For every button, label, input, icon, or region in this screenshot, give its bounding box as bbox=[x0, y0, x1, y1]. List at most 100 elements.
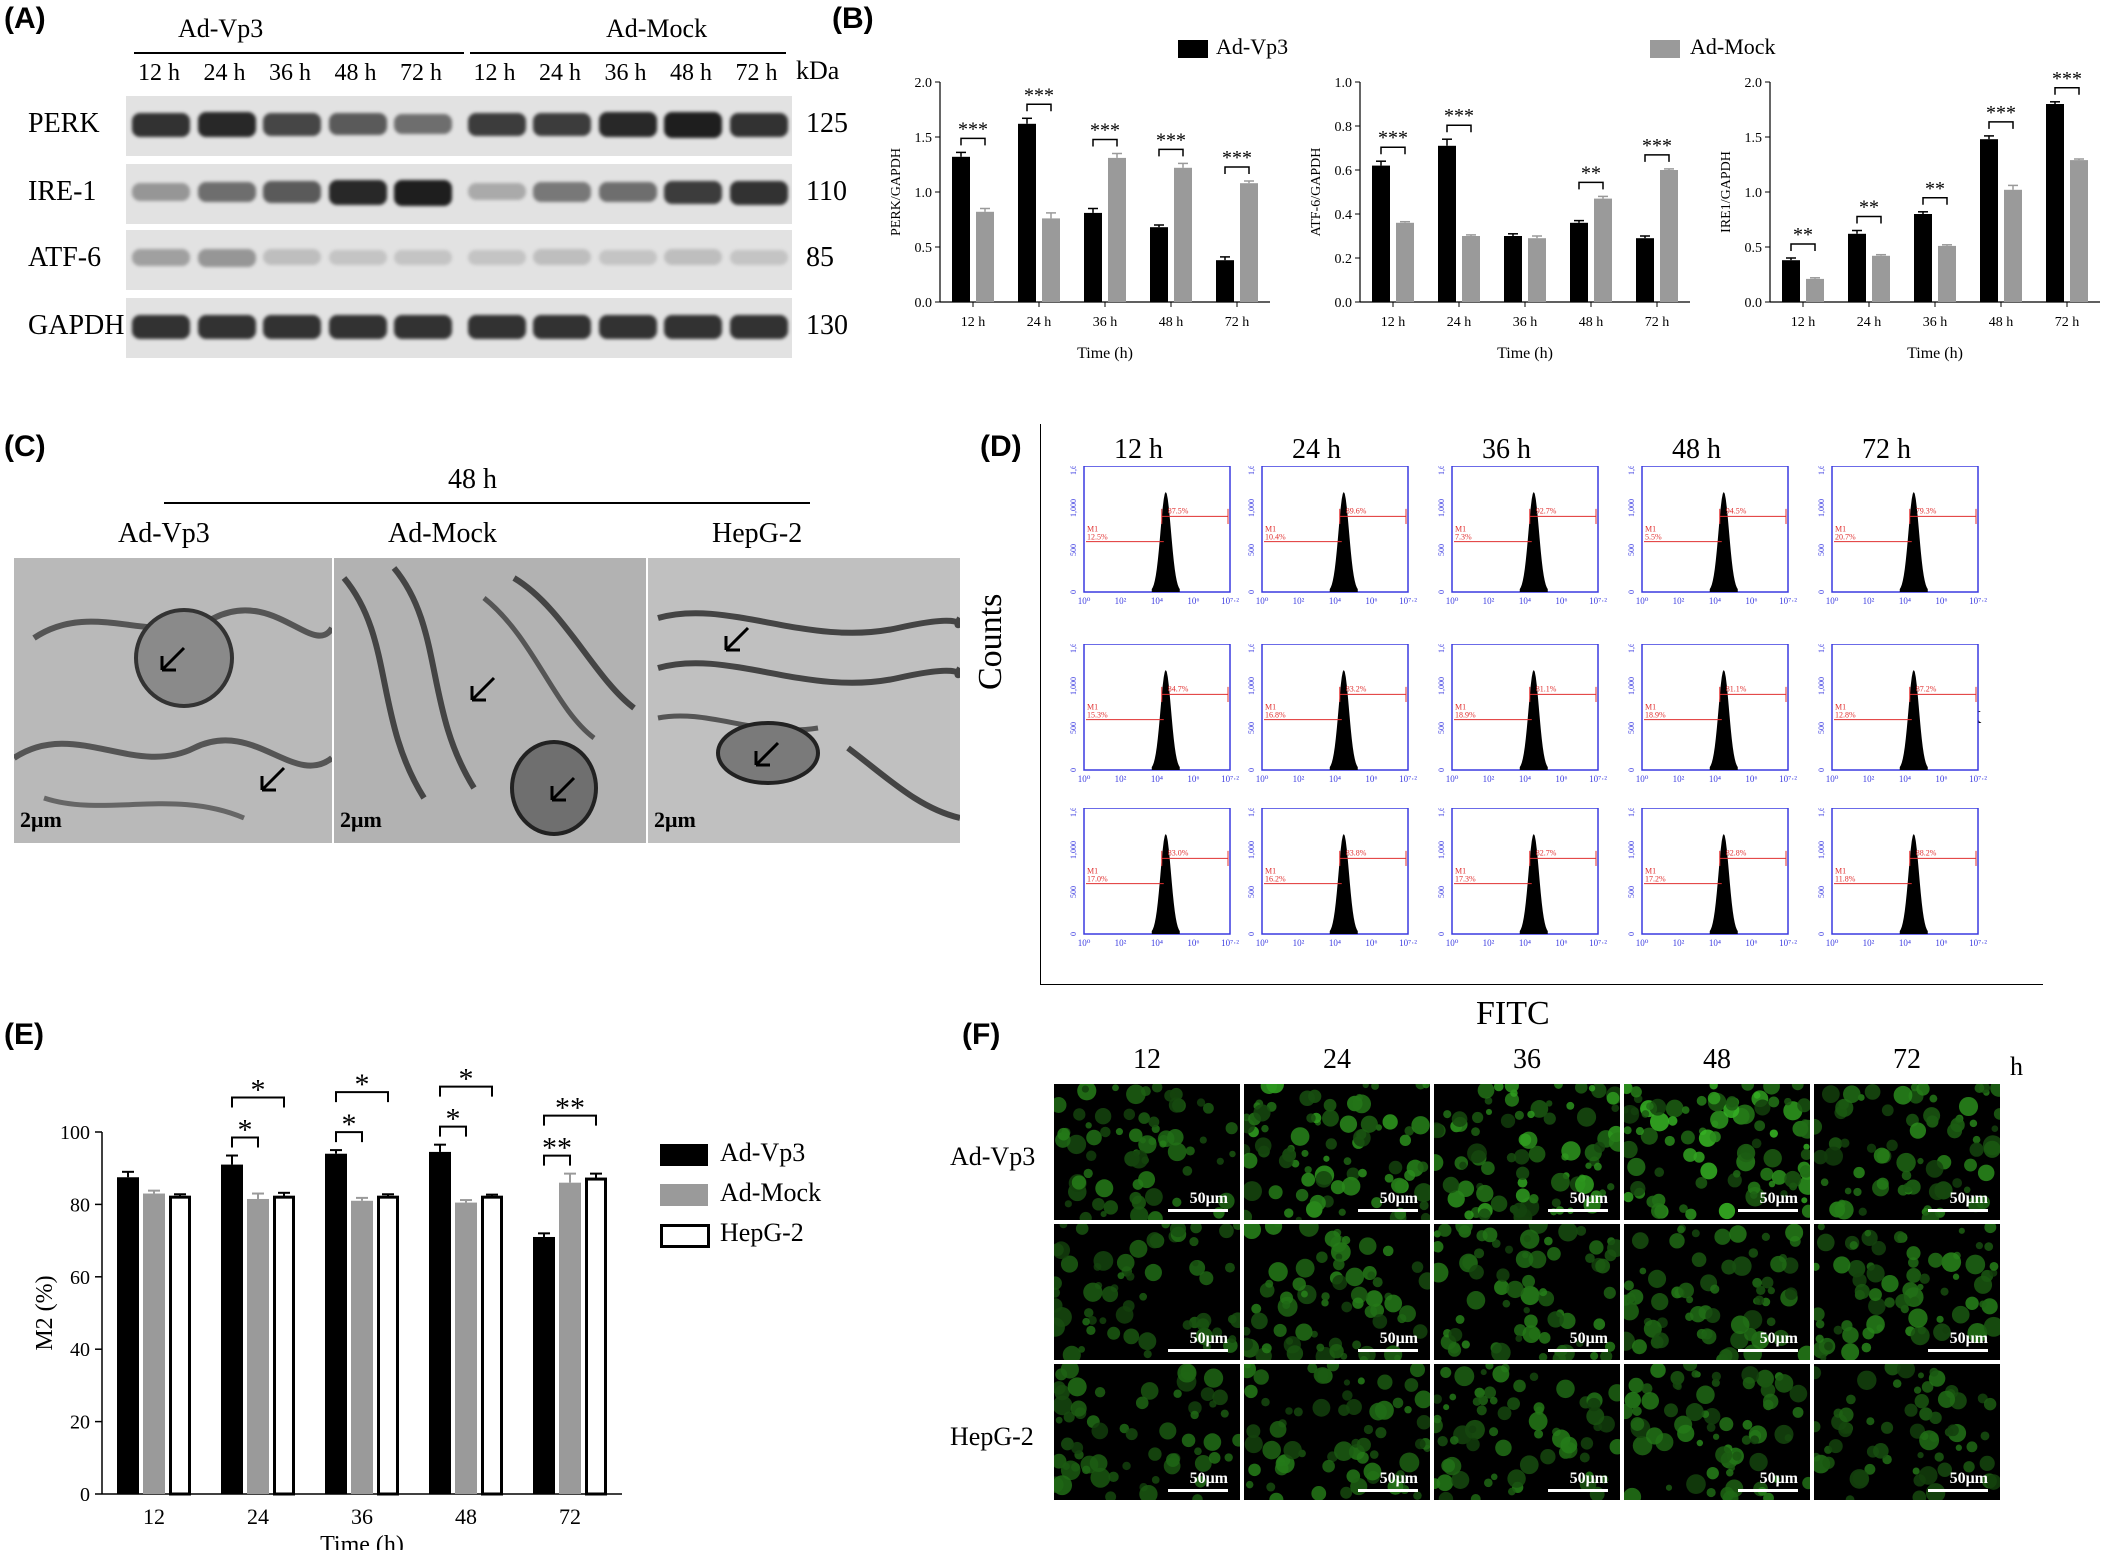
fl-cell bbox=[1253, 1104, 1271, 1122]
fl-cell bbox=[1853, 1187, 1862, 1197]
fl-cell bbox=[1515, 1250, 1534, 1269]
fl-cell bbox=[1593, 1162, 1602, 1171]
fl-cell bbox=[1820, 1354, 1827, 1360]
flow-x-tick: 10⁷·² bbox=[1589, 938, 1607, 948]
fl-scale-line bbox=[1738, 1489, 1798, 1492]
wb-band bbox=[132, 248, 190, 267]
flow-x-tick: 10⁴ bbox=[1899, 774, 1911, 784]
fl-cell bbox=[1126, 1084, 1146, 1105]
legend-e-swatch-mock bbox=[660, 1184, 708, 1206]
gate-m2-value: 94.5% bbox=[1726, 506, 1747, 515]
fl-unit-label: h bbox=[2010, 1052, 2023, 1081]
flow-x-tick: 10⁰ bbox=[1446, 596, 1459, 606]
fl-cell bbox=[1741, 1084, 1755, 1091]
fl-cell bbox=[1440, 1366, 1452, 1379]
flow-y-tick: 1,600 bbox=[1817, 808, 1826, 817]
bar bbox=[2070, 160, 2088, 302]
flow-y-tick: 500 bbox=[1817, 544, 1826, 556]
fl-cell bbox=[1516, 1166, 1530, 1180]
flow-y-tick: 0 bbox=[1627, 932, 1636, 936]
flow-y-tick: 0 bbox=[1247, 768, 1256, 772]
flow-x-tick: 10⁴ bbox=[1329, 938, 1341, 948]
wb-band bbox=[598, 249, 657, 265]
gate-m1-label: M1 bbox=[1087, 525, 1098, 534]
fluorescence-image: 50μm bbox=[1624, 1224, 1810, 1360]
fl-cell bbox=[1285, 1407, 1293, 1415]
fl-cell bbox=[1593, 1318, 1606, 1331]
flow-x-tick: 10⁰ bbox=[1078, 938, 1091, 948]
fl-cell bbox=[1768, 1180, 1776, 1188]
fl-cell bbox=[1695, 1177, 1708, 1189]
sig-bracket bbox=[1988, 121, 2014, 129]
sig-bracket bbox=[1790, 243, 1816, 251]
fl-scale-label: 50μm bbox=[1379, 1470, 1418, 1487]
fl-scale-label: 50μm bbox=[1189, 1330, 1228, 1347]
flow-x-tick: 10⁷·² bbox=[1779, 938, 1797, 948]
fl-cell bbox=[1721, 1259, 1737, 1275]
flow-x-tick: 10² bbox=[1863, 938, 1875, 948]
x-axis-label: Time (h) bbox=[1077, 345, 1133, 362]
fl-cell bbox=[1665, 1484, 1673, 1491]
flow-x-tick: 10⁰ bbox=[1256, 596, 1269, 606]
fl-cell bbox=[1751, 1138, 1762, 1149]
flow-time-label: 12 h bbox=[1114, 434, 1163, 465]
fl-scale-line bbox=[1548, 1349, 1608, 1352]
fl-cell bbox=[1273, 1323, 1287, 1337]
fl-cell bbox=[1919, 1273, 1930, 1284]
histogram-peak bbox=[1151, 492, 1180, 592]
fl-cell bbox=[1129, 1239, 1148, 1258]
fl-cell bbox=[1815, 1319, 1825, 1329]
fl-cell bbox=[1083, 1282, 1103, 1302]
fl-cell bbox=[1468, 1425, 1477, 1434]
fl-cell bbox=[1167, 1142, 1187, 1162]
fl-cell bbox=[1054, 1097, 1067, 1113]
fl-cell bbox=[1359, 1355, 1368, 1360]
flow-y-tick: 1,000 bbox=[1069, 841, 1078, 859]
fl-cell bbox=[1934, 1452, 1944, 1462]
fl-cell bbox=[1853, 1166, 1865, 1179]
flow-y-tick: 500 bbox=[1069, 722, 1078, 734]
flow-x-tick: 10⁴ bbox=[1709, 596, 1721, 606]
flow-x-tick: 10⁰ bbox=[1636, 938, 1649, 948]
fl-cell bbox=[1921, 1210, 1940, 1220]
fl-cell bbox=[1384, 1294, 1403, 1313]
fl-cell bbox=[1593, 1141, 1606, 1153]
fl-cell bbox=[1681, 1106, 1690, 1114]
fl-cell bbox=[1293, 1407, 1303, 1417]
fl-cell bbox=[1292, 1277, 1306, 1291]
fl-cell bbox=[1750, 1435, 1760, 1445]
fl-cell bbox=[1635, 1127, 1644, 1136]
bar bbox=[1938, 245, 1956, 302]
wb-band bbox=[132, 182, 190, 201]
fl-scale-line bbox=[1168, 1489, 1228, 1492]
fl-cells bbox=[1054, 1224, 1240, 1360]
fl-cell bbox=[1696, 1385, 1715, 1405]
fl-cell bbox=[1947, 1424, 1959, 1437]
fl-cell bbox=[1967, 1196, 1984, 1213]
fl-cell bbox=[1797, 1098, 1810, 1113]
flow-y-tick: 1,000 bbox=[1627, 499, 1636, 517]
fl-cell bbox=[1714, 1228, 1731, 1245]
fl-cell bbox=[1182, 1320, 1193, 1330]
fl-cell bbox=[1311, 1330, 1318, 1338]
fl-cell bbox=[1092, 1197, 1105, 1211]
fl-cell bbox=[1099, 1317, 1107, 1325]
gate-m2-value: 89.6% bbox=[1346, 506, 1367, 515]
fl-cell bbox=[1964, 1158, 1977, 1172]
fl-scale-line bbox=[1928, 1349, 1988, 1352]
fl-cell bbox=[1604, 1249, 1617, 1262]
fl-cell bbox=[1518, 1133, 1532, 1147]
fl-cell bbox=[1172, 1197, 1182, 1207]
fl-cell bbox=[1707, 1091, 1721, 1105]
fl-cell bbox=[1091, 1422, 1109, 1440]
fl-cell bbox=[1286, 1146, 1294, 1154]
fl-cell bbox=[1295, 1216, 1302, 1220]
fl-cell bbox=[1112, 1084, 1119, 1092]
fl-cell bbox=[1639, 1267, 1647, 1275]
wb-band bbox=[394, 314, 452, 339]
fl-cell bbox=[1491, 1239, 1501, 1248]
fl-cell bbox=[1251, 1312, 1268, 1330]
fl-cell bbox=[1528, 1411, 1548, 1431]
sig-stars-inner: * bbox=[238, 1114, 253, 1147]
